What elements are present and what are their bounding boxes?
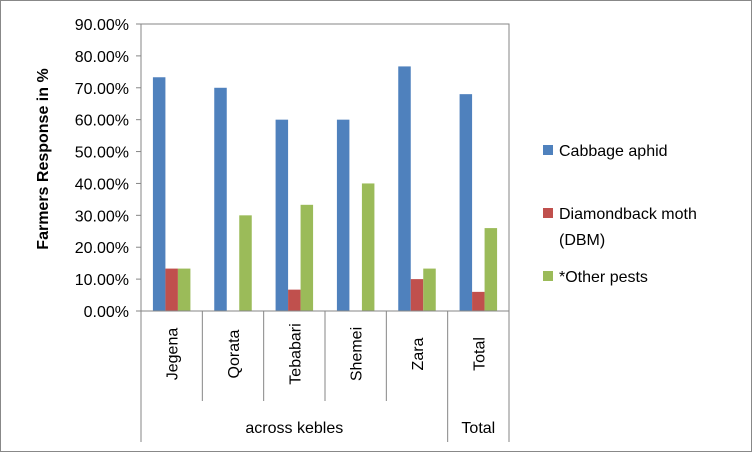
bar — [300, 204, 314, 311]
bar — [336, 119, 350, 312]
y-tick-label: 30.00% — [75, 208, 129, 225]
bar — [398, 66, 411, 311]
bar — [214, 87, 227, 312]
bar — [459, 94, 473, 312]
y-tick-label: 60.00% — [75, 113, 129, 130]
legend-swatch — [543, 271, 553, 281]
bar — [152, 77, 166, 311]
bars-layer — [152, 66, 498, 312]
y-tick-label: 80.00% — [75, 49, 129, 66]
x-tick-label: Tebabari — [287, 323, 304, 384]
y-tick-label: 50.00% — [75, 145, 129, 162]
legend: Cabbage aphid Diamondback moth (DBM) *Other… — [543, 143, 697, 286]
bar — [361, 183, 375, 311]
x-tick-label: Shemei — [349, 327, 366, 381]
legend-swatch — [543, 208, 553, 218]
legend-swatch — [543, 145, 553, 155]
x-tick-label: Total — [471, 337, 488, 371]
bar — [410, 279, 424, 311]
axes-layer — [136, 23, 510, 442]
x-tick-label: Zara — [410, 337, 427, 370]
group-label: across kebles — [245, 420, 343, 437]
y-tick-label: 70.00% — [75, 81, 129, 98]
legend-label: (DBM) — [559, 232, 605, 249]
y-tick-label: 0.00% — [84, 304, 129, 321]
y-tick-label: 90.00% — [75, 17, 129, 34]
y-tick-labels: 0.00% 10.00% 20.00% 30.00% 40.00% 50.00% 60.00… — [75, 17, 129, 321]
bar — [288, 289, 301, 311]
y-tick-label: 40.00% — [75, 176, 129, 193]
group-label: Total — [461, 420, 495, 437]
bar — [423, 268, 436, 311]
bar — [177, 268, 191, 311]
legend-label: *Other pests — [559, 269, 648, 286]
bar — [472, 291, 485, 311]
legend-label: Diamondback moth — [559, 206, 697, 223]
y-tick-label: 20.00% — [75, 240, 129, 257]
y-axis-title: Farmers Response in % — [35, 68, 52, 249]
bar — [239, 215, 252, 311]
legend-label: Cabbage aphid — [559, 143, 668, 160]
bar — [275, 119, 289, 312]
plot-area-border — [140, 23, 510, 312]
x-tick-label: Jegena — [165, 328, 182, 381]
bar — [165, 268, 178, 311]
bar — [484, 228, 498, 311]
x-tick-labels: Jegena Qorata Tebabari Shemei Zara Total — [165, 323, 489, 384]
y-tick-label: 10.00% — [75, 272, 129, 289]
x-group-labels: across kebles Total — [245, 420, 495, 437]
x-tick-label: Qorata — [226, 329, 243, 378]
